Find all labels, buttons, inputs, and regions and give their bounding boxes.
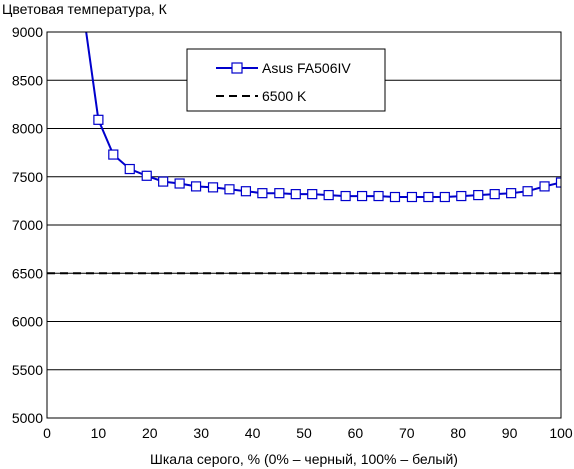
x-tick-label: 10 [91, 425, 107, 441]
y-tick-label: 8000 [12, 121, 43, 137]
data-point [93, 114, 104, 125]
x-tick-label: 70 [399, 425, 415, 441]
data-point [240, 186, 252, 197]
x-tick-label: 80 [450, 425, 466, 441]
y-tick-label: 7500 [12, 169, 43, 185]
data-point [190, 181, 202, 192]
data-point [373, 190, 384, 202]
y-tick-label: 6000 [12, 314, 43, 330]
x-tick-label: 0 [43, 425, 51, 441]
data-point [555, 177, 561, 188]
data-point [290, 189, 301, 200]
data-point [389, 191, 401, 203]
chart-title: Цветовая температура, К [2, 1, 168, 17]
data-point [539, 181, 550, 192]
y-tick-label: 5500 [12, 362, 43, 378]
legend-marker-series-1 [231, 62, 243, 74]
series-lines [47, 32, 561, 275]
y-tick-label: 6500 [12, 265, 43, 281]
x-axis-tick-labels: 0 10 20 30 40 50 60 70 80 90 100 [43, 425, 573, 441]
legend-label-series-2: 6500 K [262, 88, 307, 104]
data-point [406, 191, 418, 203]
x-tick-label: 30 [193, 425, 209, 441]
x-tick-label: 60 [348, 425, 364, 441]
data-point [274, 188, 285, 199]
data-point [506, 188, 517, 199]
data-point [257, 188, 268, 199]
plot-area-border [46, 31, 562, 419]
y-tick-label: 9000 [12, 24, 43, 40]
data-point [473, 189, 484, 201]
legend-label-series-1: Asus FA506IV [262, 60, 351, 76]
x-tick-label: 20 [142, 425, 158, 441]
data-point [158, 176, 169, 187]
data-point [174, 178, 185, 189]
y-tick-label: 5000 [12, 410, 43, 426]
data-point [489, 189, 500, 200]
series-1 [85, 32, 561, 203]
data-point [307, 189, 318, 200]
data-point [439, 191, 450, 203]
data-point [522, 186, 533, 197]
data-point [124, 163, 135, 175]
data-point [356, 190, 368, 202]
x-tick-label: 100 [549, 425, 573, 441]
legend: Asus FA506IV 6500 K [186, 48, 386, 112]
x-tick-label: 90 [502, 425, 518, 441]
data-point [323, 189, 334, 201]
x-axis-label: Шкала серого, % (0% – черный, 100% – бел… [150, 451, 458, 467]
data-point [108, 149, 119, 160]
data-point [423, 191, 434, 203]
y-tick-label: 7000 [12, 217, 43, 233]
data-point [340, 190, 351, 202]
legend-box [186, 48, 386, 112]
y-axis-tick-labels: 5000 5500 6000 6500 7000 7500 8000 8500 9000 [12, 24, 43, 426]
data-point [207, 182, 219, 193]
y-tick-label: 8500 [12, 72, 43, 88]
x-tick-label: 40 [245, 425, 261, 441]
data-point [224, 184, 235, 195]
data-point [456, 190, 467, 202]
data-point [141, 170, 152, 181]
x-tick-label: 50 [296, 425, 312, 441]
